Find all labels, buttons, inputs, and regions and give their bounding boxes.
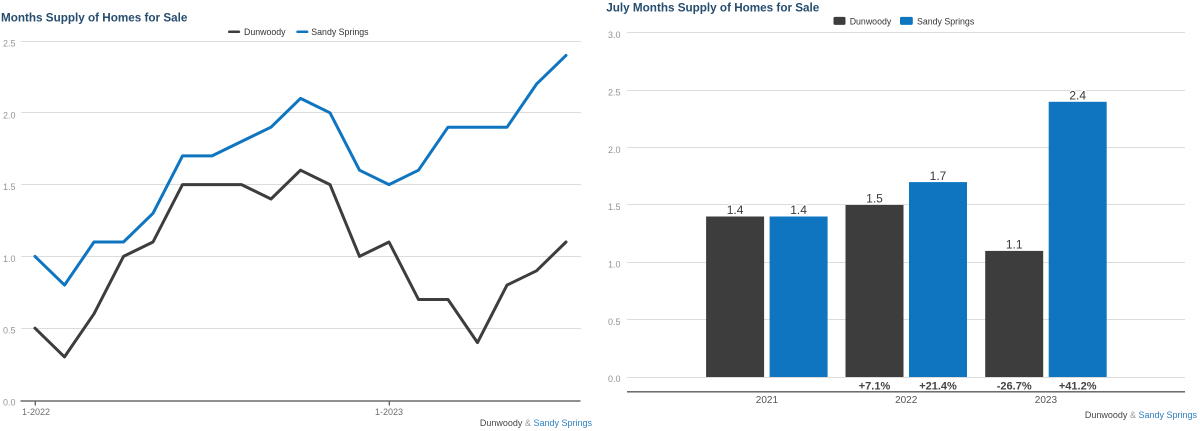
svg-text:2.5: 2.5 [608, 88, 621, 98]
svg-text:2.0: 2.0 [3, 110, 16, 120]
svg-text:1.5: 1.5 [866, 192, 883, 206]
svg-text:2.5: 2.5 [3, 39, 16, 49]
svg-text:Sandy Springs: Sandy Springs [917, 17, 975, 27]
svg-text:1.0: 1.0 [608, 260, 621, 270]
svg-text:1-2023: 1-2023 [375, 407, 403, 417]
svg-text:Dunwoody & Sandy Springs: Dunwoody & Sandy Springs [480, 418, 593, 428]
svg-text:0.0: 0.0 [3, 398, 16, 408]
svg-text:0.5: 0.5 [608, 317, 621, 327]
svg-text:Dunwoody & Sandy Springs: Dunwoody & Sandy Springs [1085, 410, 1198, 420]
svg-text:1.5: 1.5 [3, 182, 16, 192]
svg-text:0.0: 0.0 [608, 374, 621, 384]
svg-text:1.0: 1.0 [3, 254, 16, 264]
svg-text:Sandy Springs: Sandy Springs [311, 27, 369, 37]
svg-text:1.5: 1.5 [608, 202, 621, 212]
svg-text:July Months Supply of Homes fo: July Months Supply of Homes for Sale [606, 1, 820, 14]
svg-text:Dunwoody: Dunwoody [850, 17, 892, 27]
svg-text:2021: 2021 [756, 395, 779, 406]
svg-text:3.0: 3.0 [608, 30, 621, 40]
svg-text:2022: 2022 [895, 395, 918, 406]
svg-text:-26.7%: -26.7% [997, 380, 1032, 392]
svg-text:2.4: 2.4 [1069, 89, 1086, 103]
svg-text:1.7: 1.7 [930, 169, 947, 183]
svg-text:0.5: 0.5 [3, 326, 16, 336]
svg-text:2023: 2023 [1035, 395, 1058, 406]
svg-text:1.4: 1.4 [727, 203, 744, 217]
svg-text:1-2022: 1-2022 [22, 407, 50, 417]
svg-text:2.0: 2.0 [608, 145, 621, 155]
svg-text:1.4: 1.4 [790, 203, 807, 217]
svg-text:+7.1%: +7.1% [859, 380, 891, 392]
svg-text:1.1: 1.1 [1006, 238, 1023, 252]
svg-text:Months Supply of Homes for Sal: Months Supply of Homes for Sale [1, 11, 188, 24]
svg-text:+21.4%: +21.4% [919, 380, 957, 392]
svg-text:+41.2%: +41.2% [1059, 380, 1097, 392]
svg-text:Dunwoody: Dunwoody [244, 27, 286, 37]
